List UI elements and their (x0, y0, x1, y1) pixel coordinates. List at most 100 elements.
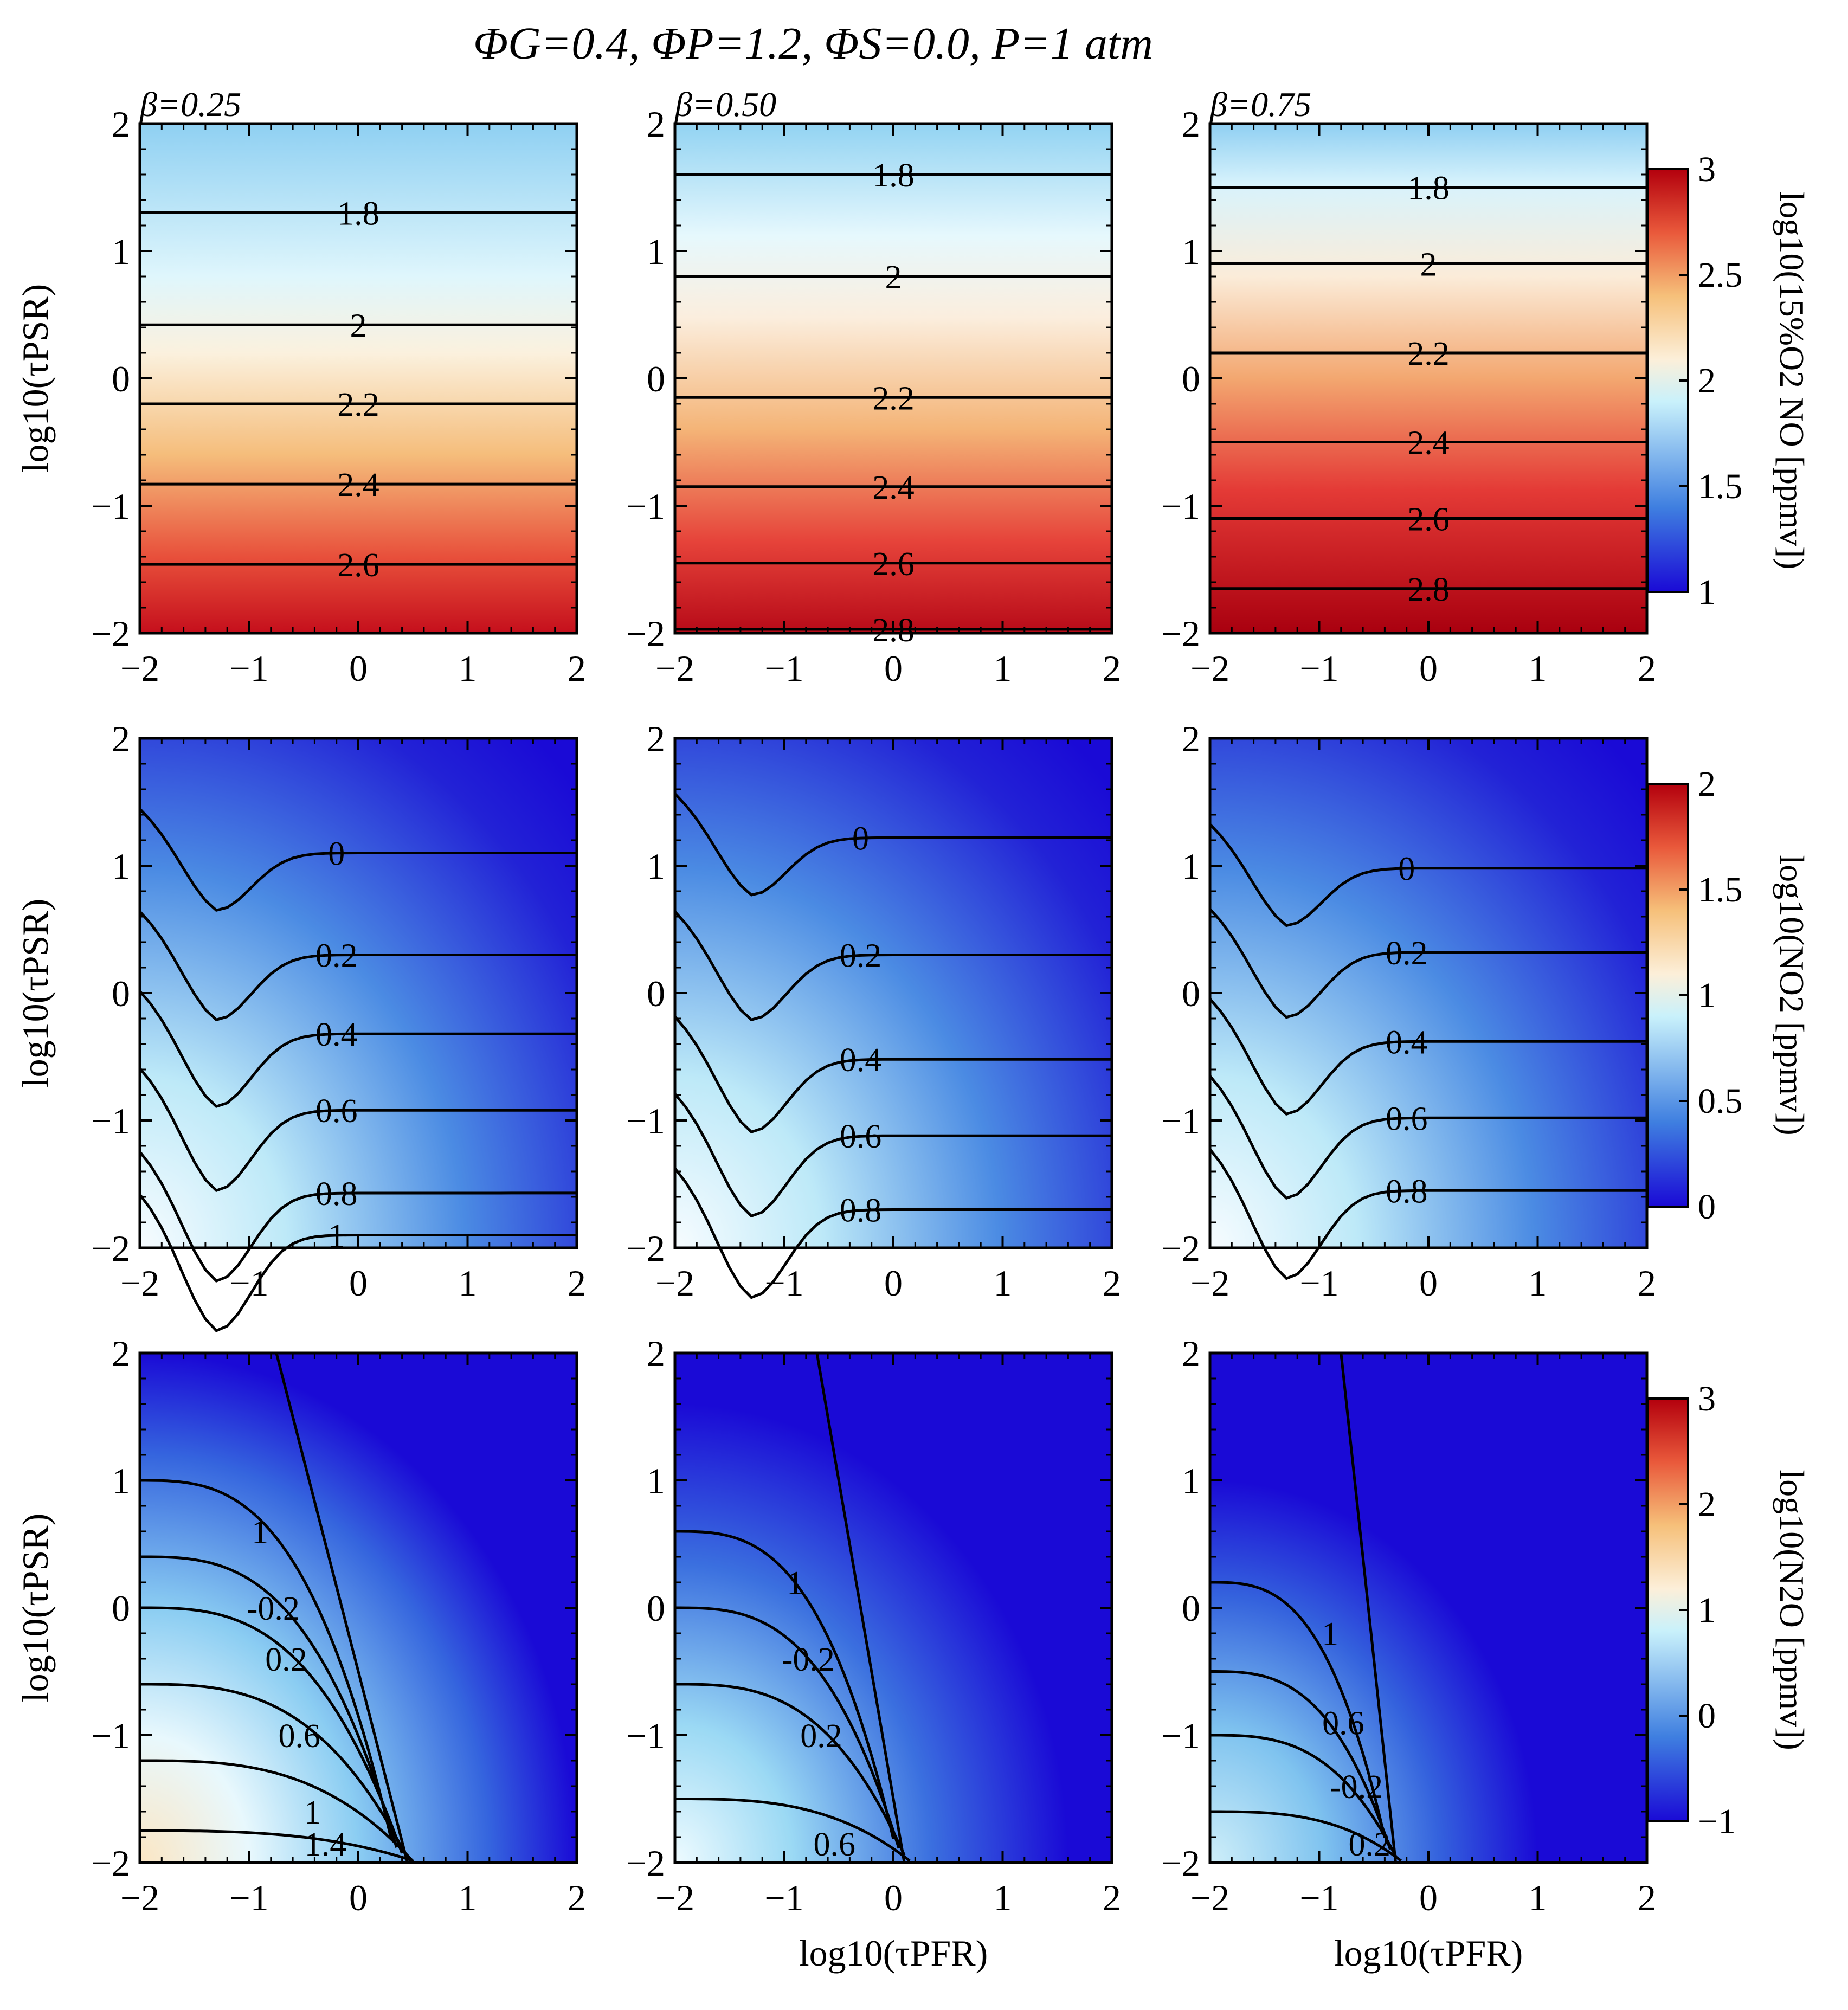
colorbar-label: log10(N2O [ppmv]) (1773, 1470, 1811, 1750)
colorbar-tick-label: −1 (1698, 1802, 1736, 1841)
beta-label: β=0.50 (674, 85, 776, 124)
contour-label: 1 (787, 1565, 803, 1602)
y-tick-label: −1 (91, 486, 130, 527)
colorbar-tick-label: 2 (1698, 764, 1716, 804)
contour-line (140, 1555, 398, 1848)
y-tick-label: 2 (1182, 718, 1200, 759)
colorbar-tick-label: 1.5 (1698, 467, 1743, 506)
contour-line (674, 793, 1112, 897)
contour-line (139, 911, 577, 1022)
y-tick-label: 0 (647, 973, 665, 1014)
x-tick-label: −2 (120, 1877, 159, 1918)
colorbar-tick-label: 2.5 (1698, 255, 1743, 295)
contour-line (675, 1683, 906, 1856)
y-tick-label: 1 (647, 846, 665, 887)
y-tick-label: 0 (1182, 973, 1200, 1014)
contour-line (140, 1683, 409, 1859)
figure-title: ΦG=0.4, ΦP=1.2, ΦS=0.0, P=1 atm (473, 18, 1153, 69)
x-tick-label: 1 (459, 648, 477, 689)
y-tick-label: 1 (112, 846, 130, 887)
x-tick-label: −2 (655, 1262, 694, 1304)
contour-label: 0.2 (315, 938, 358, 975)
y-tick-label: −1 (91, 1100, 130, 1142)
y-tick-label: −1 (1161, 1100, 1200, 1142)
x-tick-label: 2 (568, 648, 586, 689)
colorbar-group: 1 1.5 2 2.5 3 log10(15%O2 NO [ppmv]) 0 0.5 1 1.5 2… (1647, 150, 1811, 1841)
contour-line (140, 1829, 414, 1862)
contour-line (138, 1194, 577, 1332)
x-tick-label: −1 (229, 1262, 268, 1304)
x-tick-label: 1 (1529, 1262, 1547, 1304)
x-tick-label: 0 (884, 1262, 903, 1304)
panel-heatmap (1210, 124, 1647, 633)
contour-label: 2.2 (872, 380, 915, 417)
beta-label: β=0.25 (139, 85, 241, 124)
colorbar-no2: 0 0.5 1 1.5 2 log10(NO2 [ppmv]) (1647, 764, 1811, 1227)
contour-label: 2.6 (337, 547, 379, 584)
y-tick-label: −1 (1161, 1715, 1200, 1756)
panel-no2-3: 0 0.2 0.4 0.6 0.8 −2 −1 0 1 2 −2 −1 0 1 2 (1161, 718, 1656, 1304)
x-tick-label: 0 (1419, 1262, 1438, 1304)
y-tick-label: −2 (626, 1843, 665, 1884)
x-tick-label: −1 (1299, 1262, 1338, 1304)
y-tick-label: −2 (626, 1228, 665, 1269)
y-tick-label: 2 (112, 1333, 130, 1374)
y-tick-label: 0 (647, 358, 665, 400)
contour-line (815, 1352, 906, 1863)
x-tick-label: 0 (1419, 1877, 1438, 1918)
y-tick-label: 1 (1182, 231, 1200, 272)
y-tick-label: −2 (1161, 1843, 1200, 1884)
contour-label: 2.6 (1407, 501, 1450, 538)
contour-label: 0.4 (840, 1042, 882, 1079)
contour-line (675, 1798, 911, 1862)
contour-label: 0.8 (1386, 1173, 1428, 1210)
x-tick-label: 0 (884, 648, 903, 689)
y-tick-label: −1 (626, 1715, 665, 1756)
y-axis-label: log10(τPSR) (15, 899, 56, 1088)
contour-label: 2 (350, 307, 367, 344)
colorbar-tick-label: 0 (1698, 1696, 1716, 1736)
y-tick-label: 2 (647, 718, 665, 759)
x-tick-label: 0 (349, 648, 368, 689)
x-tick-label: 2 (568, 1877, 586, 1918)
x-tick-label: 2 (568, 1262, 586, 1304)
contour-label: 0.6 (813, 1826, 855, 1863)
panel-heatmap (140, 124, 577, 633)
y-tick-label: −2 (91, 1228, 130, 1269)
x-tick-label: 2 (1103, 1877, 1121, 1918)
contour-label: 2.4 (872, 469, 915, 506)
contour-label: 1.8 (872, 157, 915, 194)
x-tick-label: 1 (459, 1262, 477, 1304)
panel-heatmap (675, 124, 1112, 633)
colorbar-tick-label: 1 (1698, 572, 1716, 612)
contour-label: 0.2 (1348, 1826, 1390, 1863)
x-tick-label: −2 (120, 648, 159, 689)
y-tick-label: 0 (647, 1588, 665, 1629)
x-tick-label: 2 (1103, 1262, 1121, 1304)
x-tick-label: −1 (1299, 1877, 1338, 1918)
contour-line (674, 1093, 1112, 1218)
y-tick-label: −2 (626, 613, 665, 654)
x-tick-label: 0 (884, 1877, 903, 1918)
y-axis-label: log10(τPSR) (15, 284, 56, 473)
x-tick-label: −2 (655, 648, 694, 689)
contour-label: 2.8 (1407, 571, 1450, 608)
x-tick-label: −1 (764, 648, 803, 689)
contour-label: 0 (852, 820, 869, 857)
x-tick-label: −1 (229, 648, 268, 689)
y-tick-label: 2 (112, 718, 130, 759)
contour-line (1210, 1670, 1392, 1850)
x-tick-label: 0 (1419, 648, 1438, 689)
y-tick-label: 2 (1182, 104, 1200, 145)
contour-line (675, 1530, 895, 1839)
contour-label: 0.4 (1386, 1024, 1428, 1061)
contour-label: 1 (1322, 1616, 1338, 1653)
x-tick-label: 0 (349, 1262, 368, 1304)
colorbar-tick-label: 0 (1698, 1187, 1716, 1227)
contour-label: 0.6 (1386, 1100, 1428, 1137)
x-tick-label: −1 (764, 1877, 803, 1918)
contour-label: 1 (252, 1514, 268, 1551)
x-tick-label: −1 (229, 1877, 268, 1918)
